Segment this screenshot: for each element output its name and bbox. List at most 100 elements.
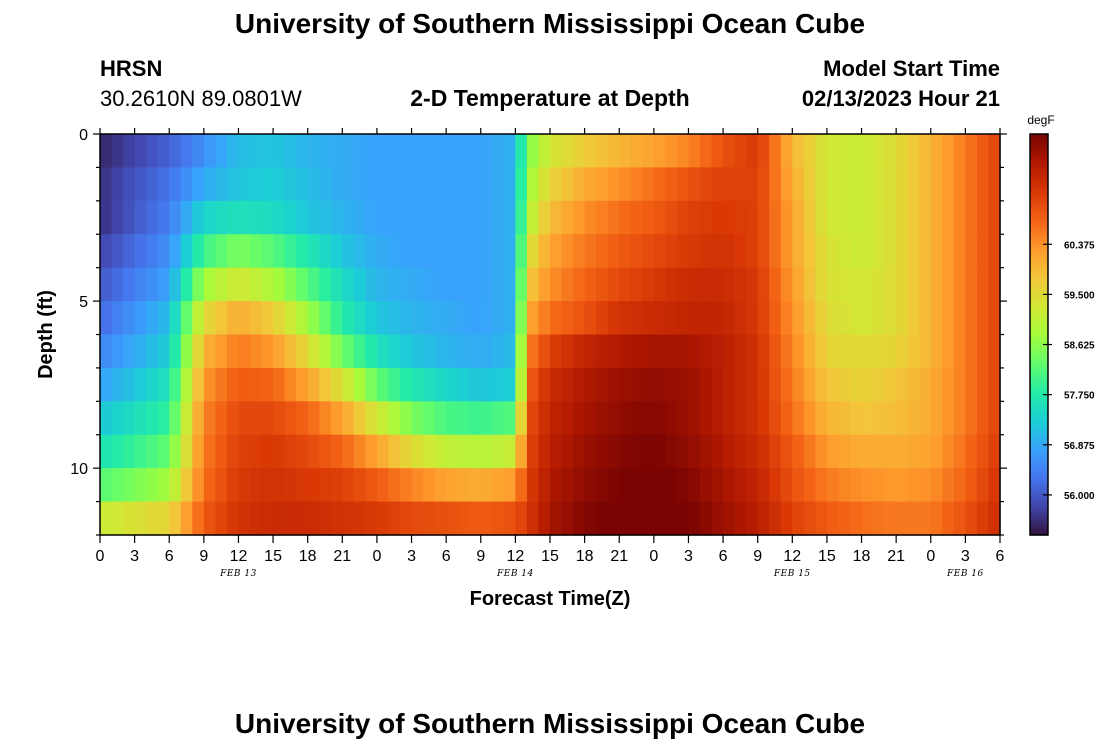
heatmap-cell (353, 234, 366, 269)
colorbar-segment (1030, 377, 1048, 382)
heatmap-cell (134, 134, 147, 169)
heatmap-cell (146, 501, 159, 536)
heatmap-cell (353, 200, 366, 235)
heatmap-cell (838, 301, 851, 336)
heatmap-cell (469, 200, 482, 235)
heatmap-cell (711, 234, 724, 269)
heatmap-cell (307, 134, 320, 169)
heatmap-cell (503, 468, 516, 503)
heatmap-cell (342, 167, 355, 202)
x-tick-label: 6 (442, 548, 451, 565)
heatmap-cell (157, 334, 170, 369)
heatmap-cell (261, 167, 274, 202)
heatmap-cell (607, 434, 620, 469)
heatmap-cell (273, 134, 286, 169)
heatmap-cell (573, 301, 586, 336)
heatmap-cell (907, 134, 920, 169)
heatmap-cell (180, 334, 193, 369)
heatmap-cell (169, 468, 182, 503)
heatmap-cell (492, 434, 505, 469)
heatmap-cell (688, 267, 701, 302)
heatmap-cell (676, 134, 690, 169)
heatmap-cell (711, 367, 724, 402)
colorbar-tick-label: 56.000 (1064, 491, 1095, 502)
colorbar-segment (1030, 327, 1048, 332)
heatmap-cell (757, 468, 770, 503)
heatmap-cell (307, 434, 320, 469)
x-tick-label: 18 (299, 548, 317, 565)
heatmap-cell (503, 200, 516, 235)
heatmap-cell (596, 334, 609, 369)
x-tick-label: 3 (961, 548, 970, 565)
footer-title: University of Southern Mississippi Ocean… (234, 708, 866, 739)
heatmap-cell (146, 434, 159, 469)
colorbar-segment (1030, 177, 1048, 182)
heatmap-cell (503, 234, 516, 269)
heatmap-cell (111, 501, 124, 536)
heatmap-cell (919, 468, 932, 503)
heatmap-cell (123, 234, 136, 269)
heatmap-cell (919, 167, 932, 202)
heatmap-cell (573, 267, 586, 302)
heatmap-cell (111, 167, 124, 202)
heatmap-cell (573, 234, 586, 269)
heatmap-cell (746, 301, 759, 336)
heatmap-cell (342, 200, 355, 235)
heatmap-cell (792, 367, 805, 402)
heatmap-cell (665, 468, 678, 503)
heatmap-cell (757, 434, 770, 469)
heatmap-cell (769, 234, 782, 269)
heatmap-cell (815, 167, 828, 202)
station-coordinates: 30.2610N 89.0801W (100, 86, 302, 111)
heatmap-cell (780, 334, 793, 369)
colorbar-segment (1030, 464, 1048, 469)
heatmap-cell (930, 200, 943, 235)
heatmap-cell (688, 501, 701, 536)
colorbar-segment (1030, 154, 1048, 158)
heatmap-cell (607, 267, 620, 302)
heatmap-cell (607, 134, 620, 169)
colorbar-segment (1030, 297, 1048, 302)
heatmap-cell (100, 334, 113, 369)
heatmap-cell (469, 468, 482, 503)
heatmap-cell (169, 334, 182, 369)
colorbar-segment (1030, 431, 1048, 436)
heatmap-cell (250, 367, 263, 402)
heatmap-cell (619, 234, 632, 269)
heatmap-cell (515, 367, 528, 402)
heatmap-cell (757, 134, 770, 169)
heatmap-cell (792, 434, 805, 469)
x-tick-label: 21 (333, 548, 351, 565)
heatmap-cell (330, 200, 343, 235)
heatmap-cell (388, 301, 401, 336)
heatmap-cell (434, 367, 447, 402)
heatmap-cell (330, 134, 343, 169)
heatmap-cell (492, 267, 505, 302)
heatmap-cell (215, 367, 228, 402)
heatmap-cell (411, 501, 424, 536)
heatmap-cell (826, 401, 840, 436)
heatmap-cell (250, 267, 263, 302)
heatmap-cell (769, 200, 782, 235)
heatmap-cell (342, 401, 355, 436)
colorbar-segment (1030, 220, 1048, 225)
colorbar-segment (1030, 521, 1048, 526)
heatmap-cell (400, 434, 413, 469)
heatmap-cell (919, 401, 932, 436)
x-tick-label: 0 (96, 548, 105, 565)
heatmap-cell (411, 301, 424, 336)
heatmap-cell (988, 367, 1001, 402)
heatmap-cell (353, 434, 366, 469)
heatmap-cell (896, 301, 909, 336)
heatmap-cell (492, 501, 505, 536)
heatmap-cell (480, 468, 493, 503)
colorbar-segment (1030, 391, 1048, 396)
heatmap-cell (480, 134, 493, 169)
heatmap-cell (630, 167, 643, 202)
colorbar-segment (1030, 524, 1048, 529)
colorbar-segment (1030, 411, 1048, 416)
heatmap-cell (873, 267, 886, 302)
colorbar-segment (1030, 508, 1048, 513)
heatmap-cell (630, 434, 643, 469)
colorbar-segment (1030, 180, 1048, 185)
